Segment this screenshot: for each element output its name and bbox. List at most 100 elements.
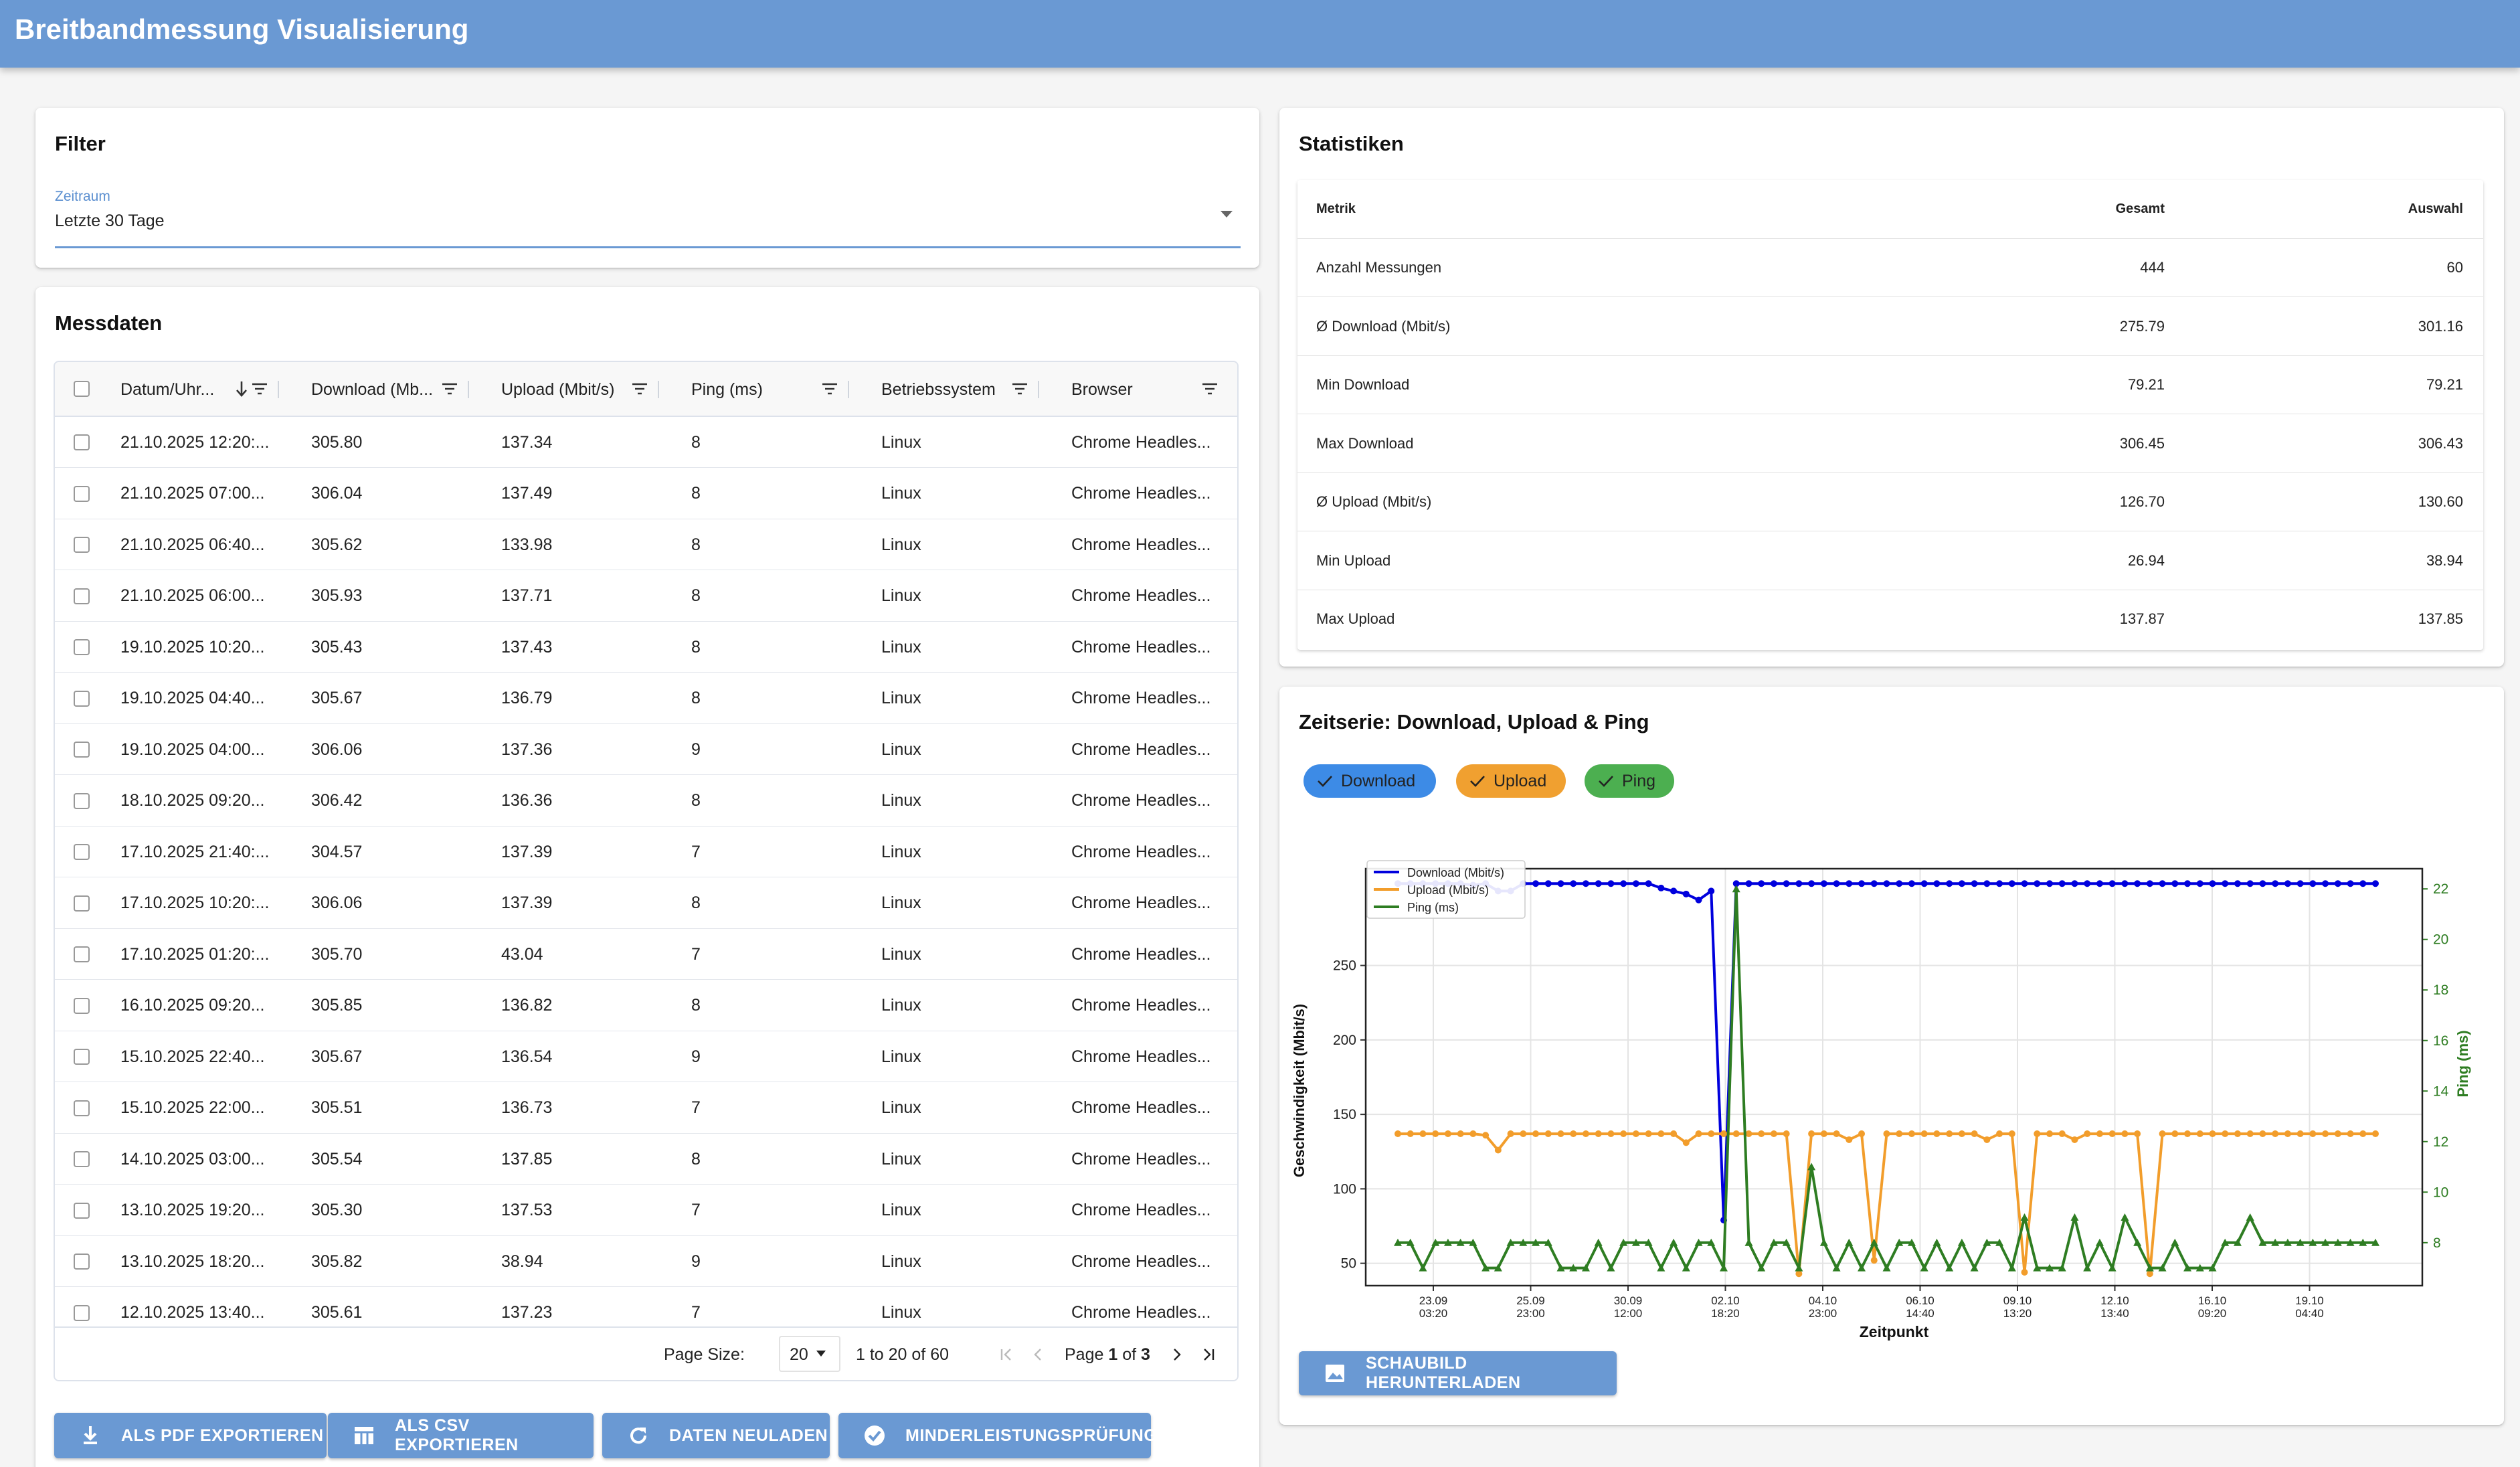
table-cell: Chrome Headles... — [1071, 432, 1211, 452]
series-point — [2359, 1130, 2367, 1138]
reload-data-button[interactable]: DATEN NEULADEN — [602, 1413, 830, 1458]
row-checkbox[interactable] — [74, 639, 90, 655]
stats-row: Ø Upload (Mbit/s) 126.70 130.60 — [1297, 473, 2483, 531]
table-row[interactable]: 21.10.2025 06:00... 305.93 137.71 8 Linux Chr… — [55, 571, 1237, 622]
column-header-datum[interactable]: Datum/Uhr... — [120, 379, 215, 399]
series-point — [2183, 1264, 2192, 1272]
series-point — [2222, 1130, 2229, 1138]
download-chart-button[interactable]: SCHAUBILD HERUNTERLADEN — [1299, 1351, 1617, 1395]
row-checkbox[interactable] — [74, 997, 90, 1014]
page-size-select[interactable]: 20 — [779, 1336, 840, 1372]
row-checkbox[interactable] — [74, 1049, 90, 1065]
table-row[interactable]: 15.10.2025 22:00... 305.51 136.73 7 Linux Chr… — [55, 1083, 1237, 1134]
row-checkbox[interactable] — [74, 844, 90, 860]
sort-descending-icon[interactable] — [234, 379, 249, 398]
column-header-browser[interactable]: Browser — [1071, 379, 1133, 399]
column-header-upload[interactable]: Upload (Mbit/s) — [501, 379, 615, 399]
row-checkbox[interactable] — [74, 1304, 90, 1321]
column-separator[interactable] — [848, 381, 849, 398]
chip-ping[interactable]: Ping — [1585, 764, 1674, 798]
next-page-icon[interactable] — [1169, 1347, 1184, 1362]
row-checkbox[interactable] — [74, 485, 90, 502]
row-checkbox[interactable] — [74, 588, 90, 604]
table-row[interactable]: 17.10.2025 21:40:... 304.57 137.39 7 Linux Ch… — [55, 827, 1237, 877]
table-row[interactable]: 18.10.2025 09:20... 306.42 136.36 8 Linux Chr… — [55, 776, 1237, 827]
column-separator[interactable] — [1038, 381, 1039, 398]
row-checkbox[interactable] — [74, 895, 90, 912]
table-row[interactable]: 21.10.2025 12:20:... 305.80 137.34 8 Linux Ch… — [55, 417, 1237, 468]
zeitraum-select[interactable]: Letzte 30 Tage — [55, 211, 165, 230]
chevron-down-icon[interactable] — [1221, 211, 1233, 218]
row-checkbox[interactable] — [74, 946, 90, 962]
previous-page-icon[interactable] — [1031, 1347, 1046, 1362]
column-separator[interactable] — [278, 381, 279, 398]
row-checkbox[interactable] — [74, 1254, 90, 1270]
table-row[interactable]: 17.10.2025 01:20:... 305.70 43.04 7 Linux Chr… — [55, 929, 1237, 980]
row-checkbox[interactable] — [74, 434, 90, 450]
table-row[interactable]: 13.10.2025 19:20... 305.30 137.53 7 Linux Chr… — [55, 1185, 1237, 1236]
row-checkbox[interactable] — [74, 690, 90, 707]
chip-upload[interactable]: Upload — [1456, 764, 1566, 798]
column-header-betriebssystem[interactable]: Betriebssystem — [881, 379, 996, 399]
column-header-ping[interactable]: Ping (ms) — [691, 379, 763, 399]
series-point — [2046, 1130, 2053, 1138]
table-cell: 19.10.2025 10:20... — [120, 637, 265, 657]
table-cell: Chrome Headles... — [1071, 637, 1211, 657]
y-axis-label: Geschwindigkeit (Mbit/s) — [1291, 1004, 1308, 1177]
column-separator[interactable] — [468, 381, 469, 398]
table-row[interactable]: 14.10.2025 03:00... 305.54 137.85 8 Linux Chr… — [55, 1134, 1237, 1185]
filter-icon[interactable] — [1201, 381, 1219, 397]
table-row[interactable]: 15.10.2025 22:40... 305.67 136.54 9 Linux Chr… — [55, 1031, 1237, 1082]
check-icon — [1318, 776, 1332, 787]
export-csv-button[interactable]: ALS CSV EXPORTIEREN — [328, 1413, 594, 1458]
minderleistung-button[interactable]: MINDERLEISTUNGSPRÜFUNG — [838, 1413, 1157, 1458]
column-header-download[interactable]: Download (Mb... — [311, 379, 434, 399]
series-point — [1645, 880, 1652, 887]
export-pdf-button[interactable]: ALS PDF EXPORTIEREN — [54, 1413, 327, 1458]
series-point — [1482, 1132, 1490, 1139]
table-row[interactable]: 13.10.2025 18:20... 305.82 38.94 9 Linux Chro… — [55, 1236, 1237, 1287]
filter-icon[interactable] — [251, 381, 268, 397]
row-checkbox[interactable] — [74, 742, 90, 758]
filter-icon[interactable] — [1011, 381, 1028, 397]
last-page-icon[interactable] — [1201, 1347, 1216, 1362]
table-row[interactable]: 16.10.2025 09:20... 305.85 136.82 8 Linux Chr… — [55, 980, 1237, 1031]
series-point — [2347, 1130, 2354, 1138]
series-point — [1996, 1130, 2003, 1138]
chip-ping-label: Ping — [1622, 771, 1656, 790]
table-row[interactable]: 17.10.2025 10:20:... 306.06 137.39 8 Linux Ch… — [55, 878, 1237, 929]
table-row[interactable]: 12.10.2025 13:40... 305.61 137.23 7 Linux Chr… — [55, 1288, 1237, 1328]
series-point — [1858, 1130, 1866, 1138]
row-checkbox[interactable] — [74, 1100, 90, 1116]
series-point — [1657, 1264, 1666, 1272]
stats-header-gesamt: Gesamt — [2115, 201, 2165, 216]
series-point — [1907, 1238, 1916, 1246]
table-row[interactable]: 19.10.2025 10:20... 305.43 137.43 8 Linux Chr… — [55, 622, 1237, 673]
row-checkbox[interactable] — [74, 537, 90, 553]
row-checkbox[interactable] — [74, 792, 90, 809]
series-point — [1657, 884, 1665, 891]
series-point — [1783, 880, 1790, 887]
table-row[interactable]: 21.10.2025 06:40... 305.62 133.98 8 Linux Chr… — [55, 519, 1237, 570]
first-page-icon[interactable] — [999, 1347, 1014, 1362]
row-checkbox[interactable] — [74, 1151, 90, 1167]
series-point — [1870, 1257, 1878, 1264]
filter-icon[interactable] — [821, 381, 838, 397]
filter-icon[interactable] — [631, 381, 648, 397]
series-point — [2108, 1264, 2117, 1272]
chip-download[interactable]: Download — [1303, 764, 1436, 798]
legend-box — [1366, 860, 1526, 919]
series-point — [1544, 880, 1552, 887]
table-row[interactable]: 19.10.2025 04:00... 306.06 137.36 9 Linux Chr… — [55, 724, 1237, 775]
filter-icon[interactable] — [441, 381, 458, 397]
column-separator[interactable] — [658, 381, 659, 398]
series-point — [1708, 1130, 1715, 1138]
table-row[interactable]: 21.10.2025 07:00... 306.04 137.49 8 Linux Chr… — [55, 468, 1237, 519]
series-point — [2020, 1213, 2029, 1221]
table-cell: 306.42 — [311, 791, 363, 810]
series-point — [2196, 880, 2203, 887]
select-all-checkbox[interactable] — [74, 381, 90, 397]
table-row[interactable]: 19.10.2025 04:40... 305.67 136.79 8 Linux Chr… — [55, 673, 1237, 724]
series-point — [1620, 880, 1627, 887]
row-checkbox[interactable] — [74, 1202, 90, 1219]
